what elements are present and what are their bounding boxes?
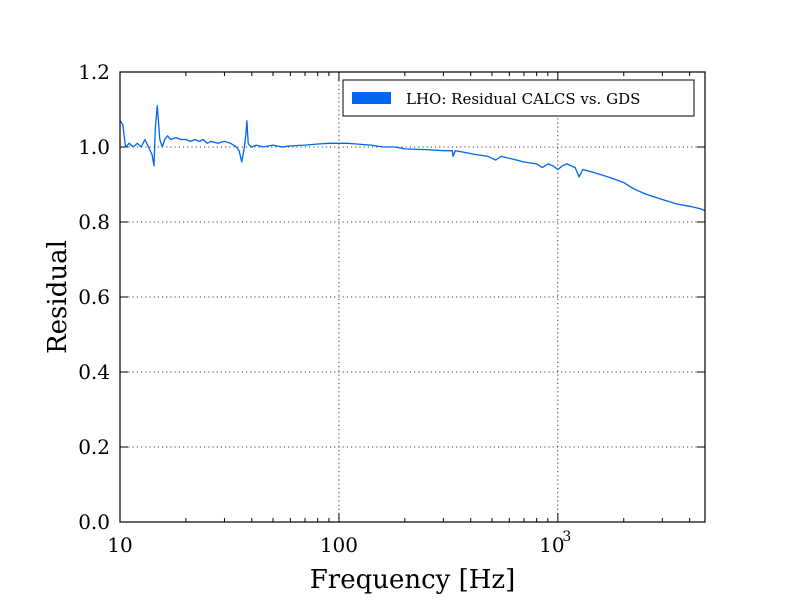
legend-label: LHO: Residual CALCS vs. GDS — [406, 90, 640, 108]
x-axis-label: Frequency [Hz] — [310, 565, 516, 595]
legend-swatch — [352, 92, 391, 104]
grid-lines — [119, 71, 705, 523]
x-tick-label: 100 — [320, 533, 358, 557]
legend: LHO: Residual CALCS vs. GDS — [342, 79, 695, 117]
tick-labels: 0.00.20.40.60.81.01.210 100 103 — [78, 60, 571, 557]
x-tick-label: 10 — [107, 533, 132, 557]
axis-ticks — [119, 71, 705, 523]
x-tick-label-exponent: 3 — [562, 529, 571, 545]
y-tick-label: 0.4 — [78, 360, 110, 384]
x-tick-label: 10 — [539, 533, 564, 557]
y-tick-label: 0.0 — [78, 510, 110, 534]
y-tick-label: 0.6 — [78, 285, 110, 309]
series-layer — [119, 105, 706, 212]
series-line — [119, 105, 706, 212]
plot-frame — [119, 71, 706, 523]
y-tick-label: 0.2 — [78, 435, 110, 459]
y-tick-label: 0.8 — [78, 210, 110, 234]
y-axis-label: Residual — [43, 240, 73, 354]
legend-box — [342, 79, 695, 117]
y-tick-label: 1.0 — [78, 135, 110, 159]
y-tick-label: 1.2 — [78, 60, 110, 84]
